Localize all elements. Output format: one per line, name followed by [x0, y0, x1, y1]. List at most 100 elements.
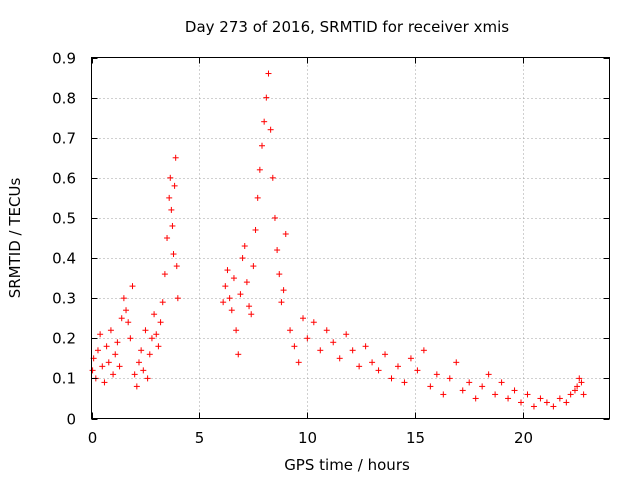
- data-point: [164, 235, 171, 241]
- data-point: [105, 359, 112, 366]
- x-tick-label: 5: [195, 429, 205, 447]
- x-tick-label: 15: [406, 429, 425, 447]
- data-point: [118, 315, 125, 322]
- y-tick-label: 0.9: [52, 50, 76, 68]
- data-point: [146, 351, 153, 358]
- data-point: [300, 315, 307, 322]
- data-point: [228, 307, 235, 314]
- data-point: [237, 291, 244, 298]
- y-tick-label: 0.2: [52, 330, 76, 348]
- data-point: [263, 94, 270, 101]
- data-point: [310, 319, 317, 326]
- data-point: [252, 226, 259, 233]
- y-tick-label: 0.4: [52, 250, 76, 268]
- data-point: [172, 154, 179, 161]
- data-point: [103, 343, 110, 350]
- data-point: [291, 343, 298, 350]
- y-tick-label: 0: [66, 411, 76, 429]
- data-point: [287, 327, 294, 334]
- data-point: [407, 355, 414, 362]
- grid-lines: [91, 57, 610, 419]
- data-point: [580, 391, 587, 398]
- data-point: [241, 243, 248, 250]
- data-point: [427, 383, 434, 390]
- data-point: [226, 295, 233, 302]
- data-point: [89, 367, 96, 374]
- data-point: [578, 379, 585, 386]
- data-point: [394, 363, 401, 370]
- data-point: [243, 279, 250, 286]
- data-point: [256, 166, 263, 173]
- data-point: [248, 311, 255, 318]
- data-point: [446, 375, 453, 382]
- data-point: [161, 271, 168, 278]
- data-point: [168, 206, 175, 213]
- data-point: [170, 251, 177, 258]
- data-point: [567, 391, 574, 398]
- data-point: [233, 327, 240, 334]
- data-point: [259, 142, 266, 149]
- y-tick-label: 0.3: [52, 290, 76, 308]
- x-tick-label: 0: [88, 429, 98, 447]
- data-point: [148, 335, 155, 342]
- data-point: [276, 271, 283, 278]
- data-point: [349, 347, 356, 354]
- data-point: [479, 383, 486, 390]
- data-point: [155, 343, 162, 350]
- data-point: [369, 359, 376, 366]
- data-point: [159, 299, 166, 306]
- y-tick-label: 0.7: [52, 130, 76, 148]
- plot-frame: [91, 57, 610, 419]
- data-point: [498, 379, 505, 386]
- data-point: [485, 371, 492, 378]
- data-point: [362, 343, 369, 350]
- data-point: [112, 351, 119, 358]
- chart-title: Day 273 of 2016, SRMTID for receiver xmi…: [185, 18, 509, 36]
- data-point: [220, 299, 227, 306]
- data-point: [323, 327, 330, 334]
- data-point: [114, 339, 121, 346]
- data-point: [518, 399, 525, 406]
- data-point: [133, 383, 140, 390]
- data-point: [556, 395, 563, 402]
- data-point: [511, 387, 518, 394]
- data-point: [224, 267, 231, 274]
- data-point: [94, 347, 101, 354]
- axis-ticks: [91, 57, 610, 420]
- data-point: [246, 303, 253, 310]
- data-point: [459, 387, 466, 394]
- data-point: [157, 319, 164, 326]
- data-point: [99, 363, 106, 370]
- data-point: [239, 255, 246, 262]
- data-point: [138, 347, 145, 354]
- data-point: [97, 331, 104, 338]
- y-tick-label: 0.5: [52, 210, 76, 228]
- data-point: [166, 194, 173, 201]
- data-point: [453, 359, 460, 366]
- data-points: [89, 70, 587, 410]
- data-point: [317, 347, 324, 354]
- y-tick-labels: 0 0.1 0.2 0.3 0.4 0.5 0.6 0.7 0.8 0.9: [52, 50, 76, 429]
- data-point: [131, 371, 138, 378]
- data-point: [254, 194, 261, 201]
- data-point: [563, 399, 570, 406]
- y-axis-label: SRMTID / TECUs: [6, 178, 24, 299]
- x-tick-labels: 0 5 10 15 20: [88, 429, 533, 447]
- y-tick-label: 0.6: [52, 170, 76, 188]
- data-point: [537, 395, 544, 402]
- data-point: [414, 367, 421, 374]
- data-point: [420, 347, 427, 354]
- data-point: [167, 174, 174, 181]
- data-point: [440, 391, 447, 398]
- data-point: [110, 371, 117, 378]
- x-tick-label: 10: [298, 429, 317, 447]
- data-point: [123, 307, 130, 314]
- data-point: [492, 391, 499, 398]
- data-point: [140, 367, 147, 374]
- data-point: [125, 319, 132, 326]
- data-point: [142, 327, 149, 334]
- data-point: [127, 335, 134, 342]
- data-point: [574, 383, 581, 390]
- data-point: [261, 118, 268, 125]
